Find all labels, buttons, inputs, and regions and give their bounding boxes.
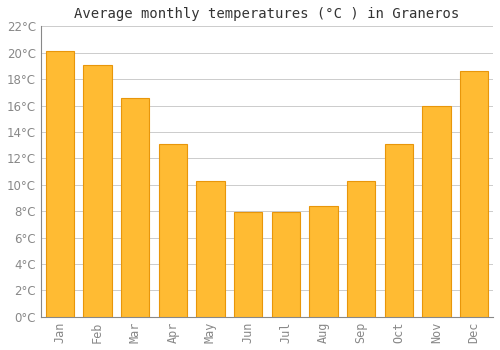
- Bar: [158, 144, 187, 317]
- Bar: [384, 144, 413, 317]
- Bar: [121, 98, 150, 317]
- Bar: [460, 71, 488, 317]
- Bar: [422, 105, 450, 317]
- Bar: [196, 181, 224, 317]
- Bar: [272, 212, 300, 317]
- Bar: [310, 206, 338, 317]
- Bar: [347, 181, 376, 317]
- Bar: [46, 51, 74, 317]
- Title: Average monthly temperatures (°C ) in Graneros: Average monthly temperatures (°C ) in Gr…: [74, 7, 460, 21]
- Bar: [234, 212, 262, 317]
- Bar: [84, 65, 112, 317]
